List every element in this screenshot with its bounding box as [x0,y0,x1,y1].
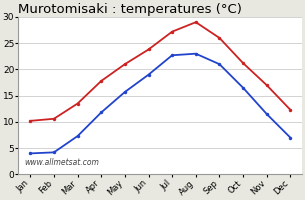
Text: www.allmetsat.com: www.allmetsat.com [24,158,99,167]
Text: Murotomisaki : temperatures (°C): Murotomisaki : temperatures (°C) [18,3,242,16]
